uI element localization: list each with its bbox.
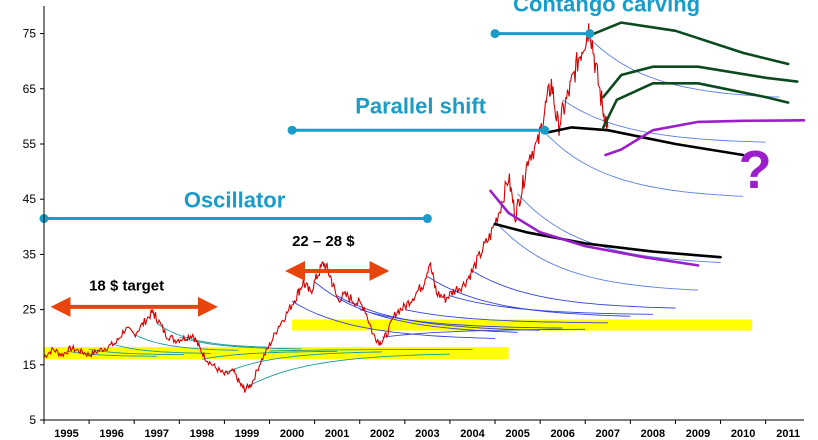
futures-curve-0 (66, 350, 157, 357)
highlight-curve-2 (543, 126, 745, 157)
x-tick-label: 2004 (460, 428, 485, 440)
y-tick-label: 45 (23, 192, 37, 206)
x-tick-label: 2010 (731, 428, 755, 440)
futures-curve-18 (472, 270, 676, 309)
highlight-curve-5 (592, 21, 790, 66)
x-tick-label: 2006 (550, 428, 574, 440)
axes: 5 15 25 35 45 55 65 75 1995 1996 1997 1998 1999 2000 2… (23, 6, 804, 440)
y-tick-label: 75 (23, 27, 37, 41)
y-tick-label: 35 (23, 247, 37, 261)
target-band-0 (44, 347, 509, 360)
futures-curve-14 (382, 328, 586, 338)
futures-curve-3 (134, 333, 238, 351)
x-tick-label: 2005 (505, 428, 529, 440)
futures-curve-5 (179, 336, 302, 350)
annotation-line-1-dot-0 (287, 125, 297, 135)
futures-curve-23 (584, 33, 780, 98)
y-tick-label: 55 (23, 137, 37, 151)
x-tick-label: 1995 (54, 428, 78, 440)
futures-curve-20 (517, 193, 721, 263)
annotation-1: Parallel shift (355, 94, 487, 119)
annotation-lines (39, 29, 595, 224)
range-arrows (50, 260, 390, 317)
annotation-line-2-dot-1 (585, 29, 595, 39)
y-tick-label: 65 (23, 82, 37, 96)
futures-curve-15 (404, 309, 608, 324)
futures-curve-8 (246, 353, 450, 388)
x-tick-label: 1998 (190, 428, 214, 440)
x-tick-label: 2007 (596, 428, 620, 440)
range-label-0: 18 $ target (89, 277, 164, 294)
futures-curve-2 (111, 343, 211, 354)
futures-curve-21 (539, 127, 744, 197)
futures-curve-6 (201, 350, 338, 360)
highlight-curve-1 (489, 189, 700, 267)
highlight-curve-4 (601, 65, 799, 99)
annotation-2: Oscillator (184, 187, 286, 212)
highlight-curve-0 (493, 222, 722, 259)
futures-curve-10 (291, 300, 496, 339)
x-tick-label: 2000 (280, 428, 304, 440)
y-tick-label: 15 (23, 358, 37, 372)
x-tick-label: 1999 (235, 428, 259, 440)
spot-price-series (43, 23, 609, 393)
highlight-curve-3 (601, 82, 790, 129)
annotation-0: Contango carving (513, 0, 700, 17)
futures-curve-1 (89, 348, 184, 356)
y-tick-label: 25 (23, 303, 37, 317)
futures-curves (66, 33, 780, 388)
futures-curve-22 (562, 99, 766, 143)
target-band-1 (292, 319, 753, 331)
spot-price-line (43, 23, 609, 393)
x-tick-label: 2002 (370, 428, 394, 440)
annotation-line-2-dot-0 (490, 29, 500, 39)
x-tick-label: 2008 (641, 428, 665, 440)
highlight-curve-6 (604, 119, 806, 157)
x-tick-label: 2001 (325, 428, 349, 440)
highlight-curves (489, 21, 806, 267)
futures-curve-16 (427, 276, 631, 317)
target-bands (44, 319, 753, 360)
x-tick-label: 1997 (145, 428, 169, 440)
futures-curve-17 (449, 295, 653, 315)
y-tick-label: 5 (29, 413, 36, 427)
futures-curve-9 (269, 348, 473, 352)
x-tick-label: 2009 (686, 428, 710, 440)
futures-curve-4 (156, 323, 270, 348)
scenario-question-mark: ? (739, 140, 772, 200)
x-tick-label: 2011 (776, 428, 800, 440)
annotation-line-0-dot-1 (422, 214, 432, 224)
x-tick-label: 2003 (415, 428, 439, 440)
futures-curve-7 (224, 351, 383, 374)
annotation-line-1-dot-1 (540, 125, 550, 135)
annotation-labels: Contango carving Parallel shift Oscillator… (89, 0, 771, 294)
range-label-1: 22 – 28 $ (292, 233, 355, 250)
futures-curve-19 (494, 220, 699, 291)
x-tick-label: 1996 (99, 428, 123, 440)
futures-curve-12 (336, 295, 541, 331)
